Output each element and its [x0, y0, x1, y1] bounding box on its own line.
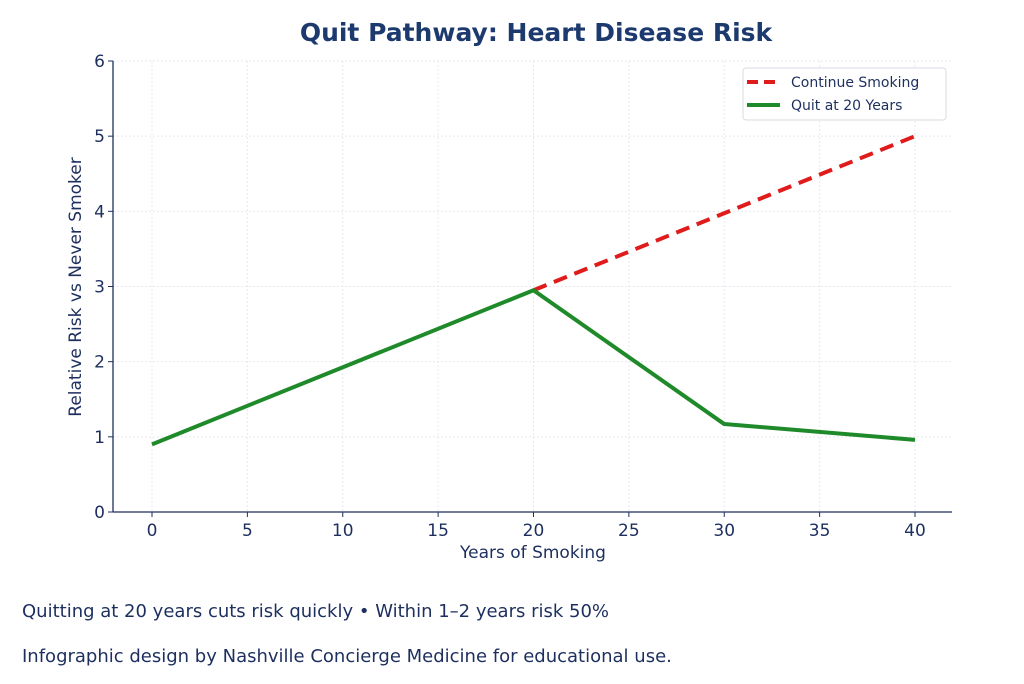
legend: Continue Smoking Quit at 20 Years [742, 67, 947, 121]
x-tick-label: 15 [427, 521, 449, 541]
x-tick-label: 30 [713, 521, 735, 541]
legend-box [742, 67, 947, 121]
line-chart: Quit Pathway: Heart Disease Risk 0 5 10 15 2… [66, 18, 952, 563]
y-tick-label: 1 [94, 428, 105, 448]
x-tick-label: 0 [147, 521, 158, 541]
y-tick-label: 0 [94, 503, 105, 523]
legend-label-continue: Continue Smoking [791, 75, 919, 91]
x-tick-label: 20 [523, 521, 545, 541]
x-tick-label: 25 [618, 521, 640, 541]
chart-title: Quit Pathway: Heart Disease Risk [300, 18, 774, 47]
y-tick-label: 6 [94, 52, 105, 72]
y-tick-label: 5 [94, 127, 105, 147]
footer-credit: Infographic design by Nashville Concierg… [22, 646, 672, 667]
series-line-quit-at-20 [151, 288, 916, 447]
x-tick-label: 5 [242, 521, 253, 541]
x-tick-label: 40 [904, 521, 926, 541]
legend-label-quit: Quit at 20 Years [791, 98, 902, 114]
y-tick-label: 3 [94, 278, 105, 298]
y-tick-label: 4 [94, 202, 105, 222]
x-tick-label: 10 [332, 521, 354, 541]
y-tick-label: 2 [94, 353, 105, 373]
footer-note: Quitting at 20 years cuts risk quickly •… [22, 601, 610, 622]
x-tick-label: 35 [809, 521, 831, 541]
series-line-continue-smoking [532, 134, 916, 293]
y-axis-label: Relative Risk vs Never Smoker [66, 157, 86, 416]
x-axis-label: Years of Smoking [459, 543, 606, 563]
